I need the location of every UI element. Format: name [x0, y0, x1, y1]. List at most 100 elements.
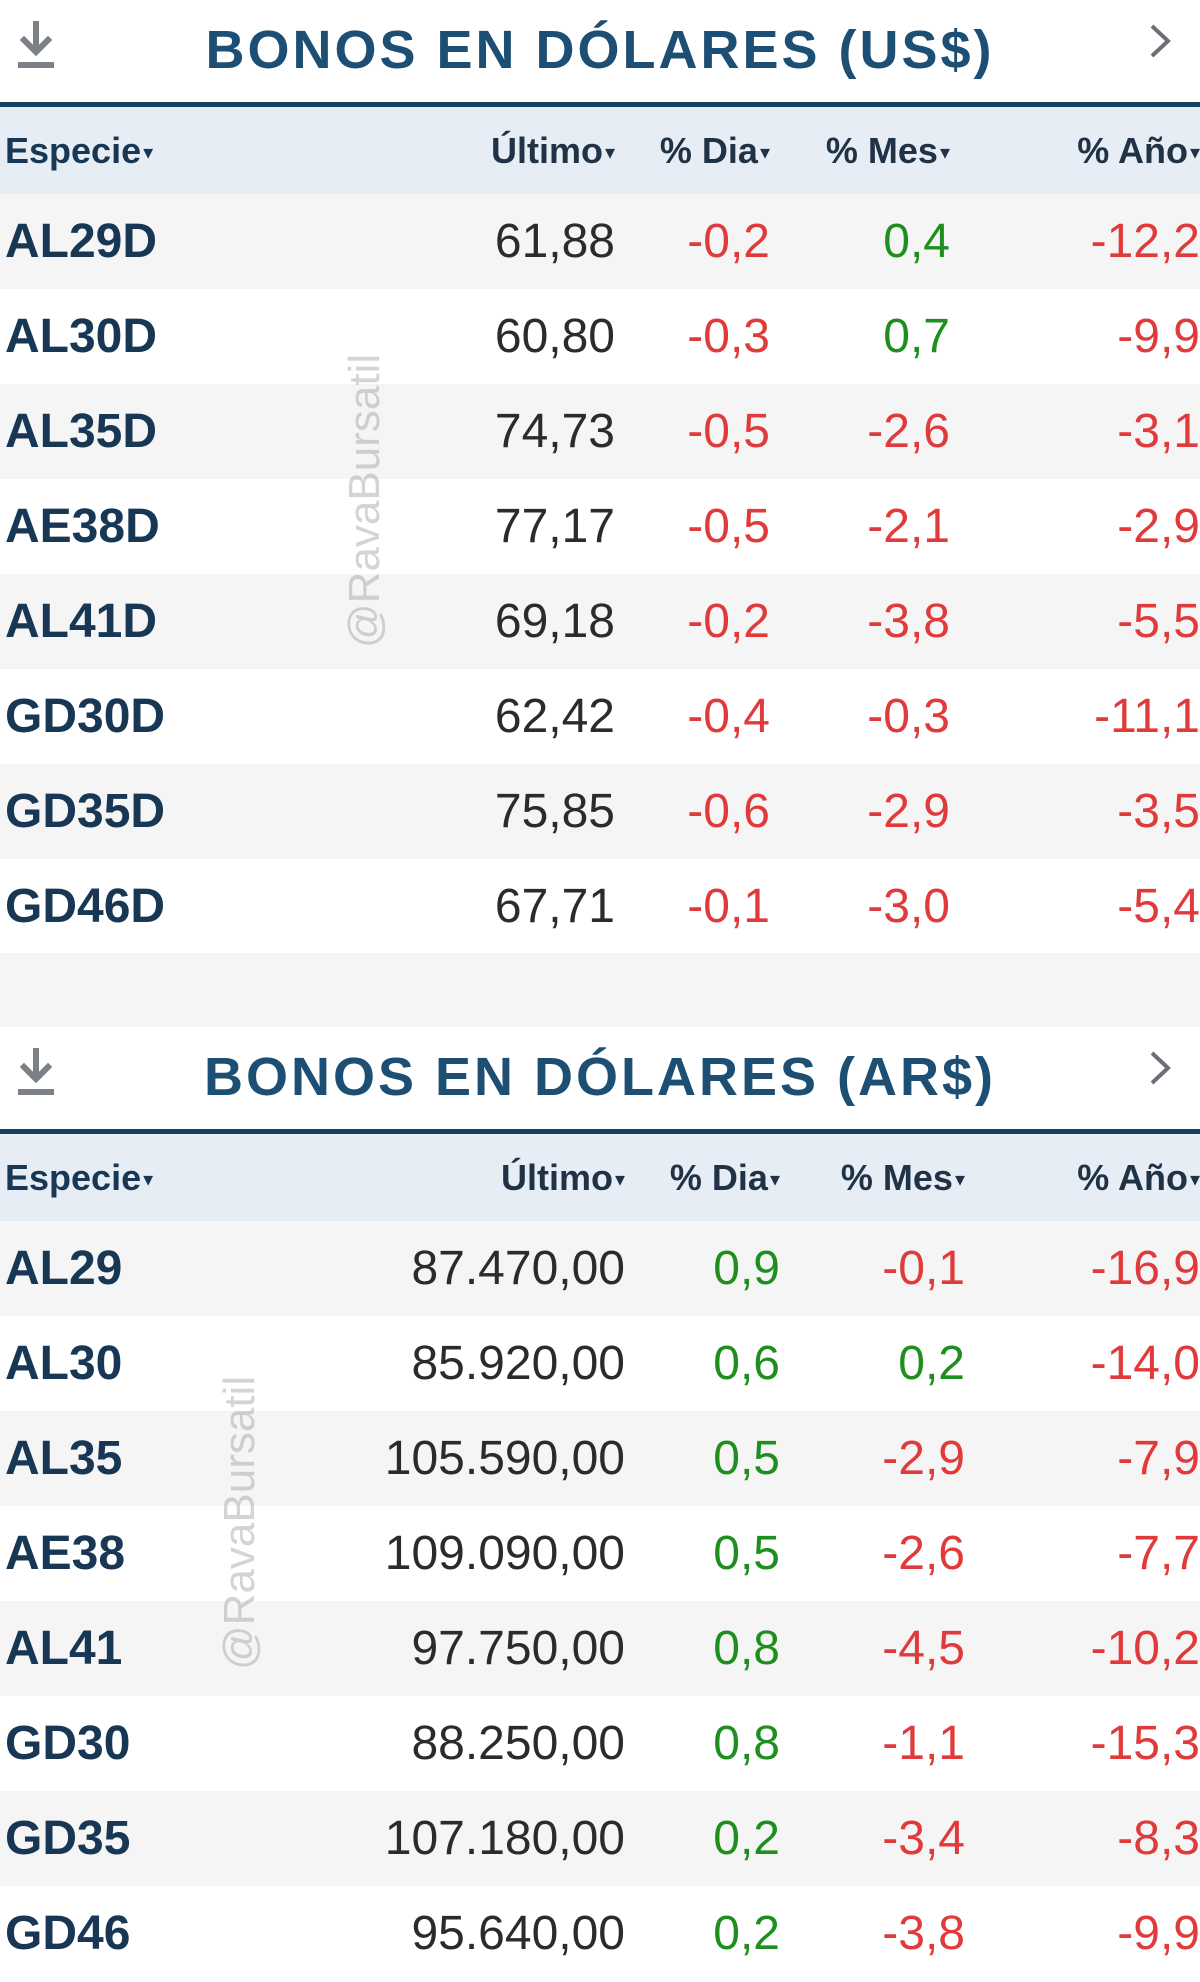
cell-ultimo: 67,71: [320, 859, 615, 954]
cell-ultimo: 95.640,00: [320, 1886, 625, 1981]
table-row[interactable]: AL30D 60,80 -0,3 0,7 -9,9: [0, 289, 1200, 384]
cell-anio: -2,9: [950, 479, 1200, 574]
cell-dia: -0,4: [615, 669, 770, 764]
column-header-ultimo[interactable]: Último ▾: [320, 107, 615, 194]
table-row[interactable]: GD35 107.180,00 0,2 -3,4 -8,3: [0, 1791, 1200, 1886]
cell-mes: -3,8: [780, 1886, 965, 1981]
cell-ultimo: 62,42: [320, 669, 615, 764]
cell-especie[interactable]: AL29: [0, 1221, 320, 1316]
cell-especie[interactable]: GD30D: [0, 669, 320, 764]
cell-especie[interactable]: AL30D: [0, 289, 320, 384]
column-header-especie[interactable]: Especie ▾: [0, 107, 320, 194]
cell-mes: 0,7: [770, 289, 950, 384]
cell-mes: 0,2: [780, 1316, 965, 1411]
table-row[interactable]: AL30 85.920,00 0,6 0,2 -14,0: [0, 1316, 1200, 1411]
cell-anio: -14,0: [965, 1316, 1200, 1411]
cell-especie[interactable]: AL30: [0, 1316, 320, 1411]
cell-ultimo: 88.250,00: [320, 1696, 625, 1791]
cell-mes: -2,6: [770, 384, 950, 479]
table-row[interactable]: AL35D 74,73 -0,5 -2,6 -3,1: [0, 384, 1200, 479]
table-row[interactable]: AE38 109.090,00 0,5 -2,6 -7,7: [0, 1506, 1200, 1601]
cell-mes: -3,8: [770, 574, 950, 669]
table-body: AL29 87.470,00 0,9 -0,1 -16,9 AL30 85.920,00 0,…: [0, 1221, 1200, 1981]
cell-especie[interactable]: GD30: [0, 1696, 320, 1791]
table-row[interactable]: AL35 105.590,00 0,5 -2,9 -7,9: [0, 1411, 1200, 1506]
cell-dia: -0,2: [615, 194, 770, 289]
cell-mes: -3,0: [770, 859, 950, 954]
download-icon[interactable]: [14, 1047, 58, 1099]
sort-icon: ▾: [939, 142, 950, 165]
chevron-right-icon[interactable]: [1146, 1045, 1174, 1091]
panel-title: BONOS EN DÓLARES (US$): [205, 20, 995, 80]
cell-mes: -2,1: [770, 479, 950, 574]
table-row[interactable]: AL41 97.750,00 0,8 -4,5 -10,2: [0, 1601, 1200, 1696]
sort-icon: ▾: [143, 1169, 154, 1192]
column-header-dia[interactable]: % Dia ▾: [615, 107, 770, 194]
cell-anio: -5,5: [950, 574, 1200, 669]
column-header-especie[interactable]: Especie ▾: [0, 1134, 320, 1221]
cell-especie[interactable]: GD35: [0, 1791, 320, 1886]
cell-especie[interactable]: AL35D: [0, 384, 320, 479]
cell-anio: -11,1: [950, 669, 1200, 764]
cell-mes: 0,4: [770, 194, 950, 289]
cell-dia: 0,6: [625, 1316, 780, 1411]
column-header-ultimo[interactable]: Último ▾: [320, 1134, 625, 1221]
cell-especie[interactable]: AE38: [0, 1506, 320, 1601]
sort-icon: ▾: [954, 1169, 965, 1192]
cell-especie[interactable]: AE38D: [0, 479, 320, 574]
cell-ultimo: 105.590,00: [320, 1411, 625, 1506]
panel-title: BONOS EN DÓLARES (AR$): [203, 1047, 997, 1107]
cell-especie[interactable]: GD46: [0, 1886, 320, 1981]
table-row[interactable]: AL29D 61,88 -0,2 0,4 -12,2: [0, 194, 1200, 289]
column-header-dia[interactable]: % Dia ▾: [625, 1134, 780, 1221]
table-header-row: Especie ▾ Último ▾ % Dia ▾ % Mes ▾ % Año ▾: [0, 1134, 1200, 1221]
cell-anio: -3,5: [950, 764, 1200, 859]
sort-icon: ▾: [604, 142, 615, 165]
cell-dia: 0,8: [625, 1601, 780, 1696]
bonds-usd-panel: BONOS EN DÓLARES (US$) Especie ▾ Último ▾ …: [0, 0, 1200, 954]
cell-mes: -4,5: [780, 1601, 965, 1696]
column-header-anio[interactable]: % Año ▾: [950, 107, 1200, 194]
table-row[interactable]: GD46D 67,71 -0,1 -3,0 -5,4: [0, 859, 1200, 954]
panel-gap: [0, 953, 1200, 1027]
chevron-right-icon[interactable]: [1146, 18, 1174, 64]
sort-icon: ▾: [769, 1169, 780, 1192]
column-header-anio[interactable]: % Año ▾: [965, 1134, 1200, 1221]
panel-header: BONOS EN DÓLARES (AR$): [0, 1027, 1200, 1127]
cell-anio: -3,1: [950, 384, 1200, 479]
cell-ultimo: 74,73: [320, 384, 615, 479]
cell-dia: -0,1: [615, 859, 770, 954]
cell-mes: -0,1: [780, 1221, 965, 1316]
cell-especie[interactable]: AL29D: [0, 194, 320, 289]
table-row[interactable]: GD30D 62,42 -0,4 -0,3 -11,1: [0, 669, 1200, 764]
table-row[interactable]: AE38D 77,17 -0,5 -2,1 -2,9: [0, 479, 1200, 574]
cell-mes: -0,3: [770, 669, 950, 764]
cell-dia: -0,2: [615, 574, 770, 669]
cell-anio: -7,7: [965, 1506, 1200, 1601]
cell-mes: -1,1: [780, 1696, 965, 1791]
table-row[interactable]: AL41D 69,18 -0,2 -3,8 -5,5: [0, 574, 1200, 669]
table-row[interactable]: GD30 88.250,00 0,8 -1,1 -15,3: [0, 1696, 1200, 1791]
cell-especie[interactable]: AL35: [0, 1411, 320, 1506]
cell-anio: -8,3: [965, 1791, 1200, 1886]
cell-especie[interactable]: AL41: [0, 1601, 320, 1696]
sort-icon: ▾: [1189, 142, 1200, 165]
cell-ultimo: 87.470,00: [320, 1221, 625, 1316]
cell-anio: -7,9: [965, 1411, 1200, 1506]
column-header-mes[interactable]: % Mes ▾: [780, 1134, 965, 1221]
table-row[interactable]: GD46 95.640,00 0,2 -3,8 -9,9: [0, 1886, 1200, 1981]
cell-especie[interactable]: GD35D: [0, 764, 320, 859]
cell-anio: -16,9: [965, 1221, 1200, 1316]
cell-ultimo: 85.920,00: [320, 1316, 625, 1411]
table-header-row: Especie ▾ Último ▾ % Dia ▾ % Mes ▾ % Año ▾: [0, 107, 1200, 194]
download-icon[interactable]: [14, 20, 58, 72]
cell-especie[interactable]: GD46D: [0, 859, 320, 954]
column-header-mes[interactable]: % Mes ▾: [770, 107, 950, 194]
cell-mes: -2,9: [770, 764, 950, 859]
table-row[interactable]: AL29 87.470,00 0,9 -0,1 -16,9: [0, 1221, 1200, 1316]
cell-dia: -0,5: [615, 479, 770, 574]
cell-ultimo: 109.090,00: [320, 1506, 625, 1601]
table-row[interactable]: GD35D 75,85 -0,6 -2,9 -3,5: [0, 764, 1200, 859]
cell-especie[interactable]: AL41D: [0, 574, 320, 669]
cell-ultimo: 77,17: [320, 479, 615, 574]
